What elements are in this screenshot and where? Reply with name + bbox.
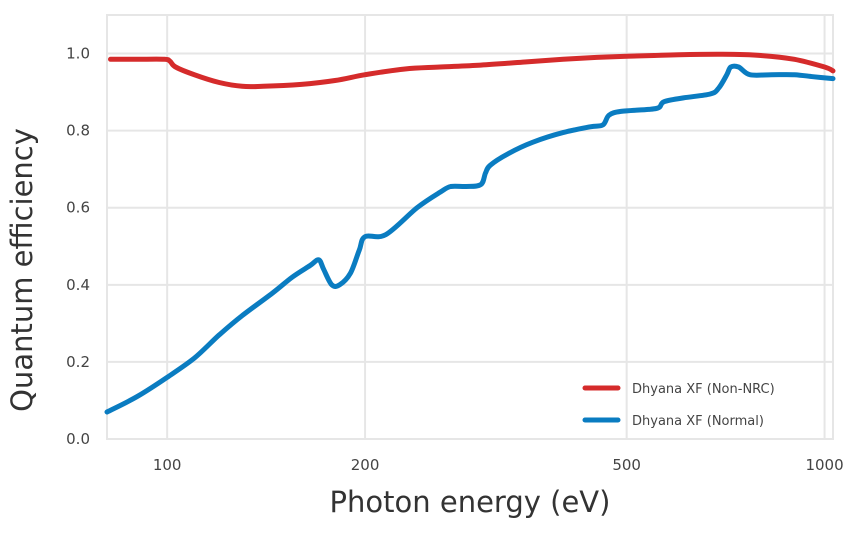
legend: Dhyana XF (Non-NRC) Dhyana XF (Normal) xyxy=(582,382,775,429)
y-tick-label: 0.0 xyxy=(66,430,90,448)
x-tick-label: 1000 xyxy=(805,456,843,474)
y-tick-label: 0.6 xyxy=(66,199,90,217)
y-tick-label: 0.4 xyxy=(66,276,90,294)
x-axis-title: Photon energy (eV) xyxy=(330,485,611,519)
y-tick-label: 0.2 xyxy=(66,353,90,371)
plot-area-frame xyxy=(106,14,834,440)
series-line-non-nrc xyxy=(108,51,836,90)
y-tick-label: 0.8 xyxy=(66,122,90,140)
x-tick-label: 200 xyxy=(351,456,380,474)
legend-label-normal: Dhyana XF (Normal) xyxy=(632,414,764,429)
y-axis-title: Quantum efficiency xyxy=(5,128,39,412)
y-tick-label: 1.0 xyxy=(66,45,90,63)
x-axis-ticks: 100 200 500 1000 xyxy=(153,456,844,474)
x-tick-label: 500 xyxy=(612,456,641,474)
y-axis-ticks: 0.0 0.2 0.4 0.6 0.8 1.0 xyxy=(66,45,90,448)
legend-label-non-nrc: Dhyana XF (Non-NRC) xyxy=(632,382,775,397)
series-line-normal xyxy=(104,63,836,415)
x-tick-label: 100 xyxy=(153,456,182,474)
series-lines xyxy=(104,51,836,415)
